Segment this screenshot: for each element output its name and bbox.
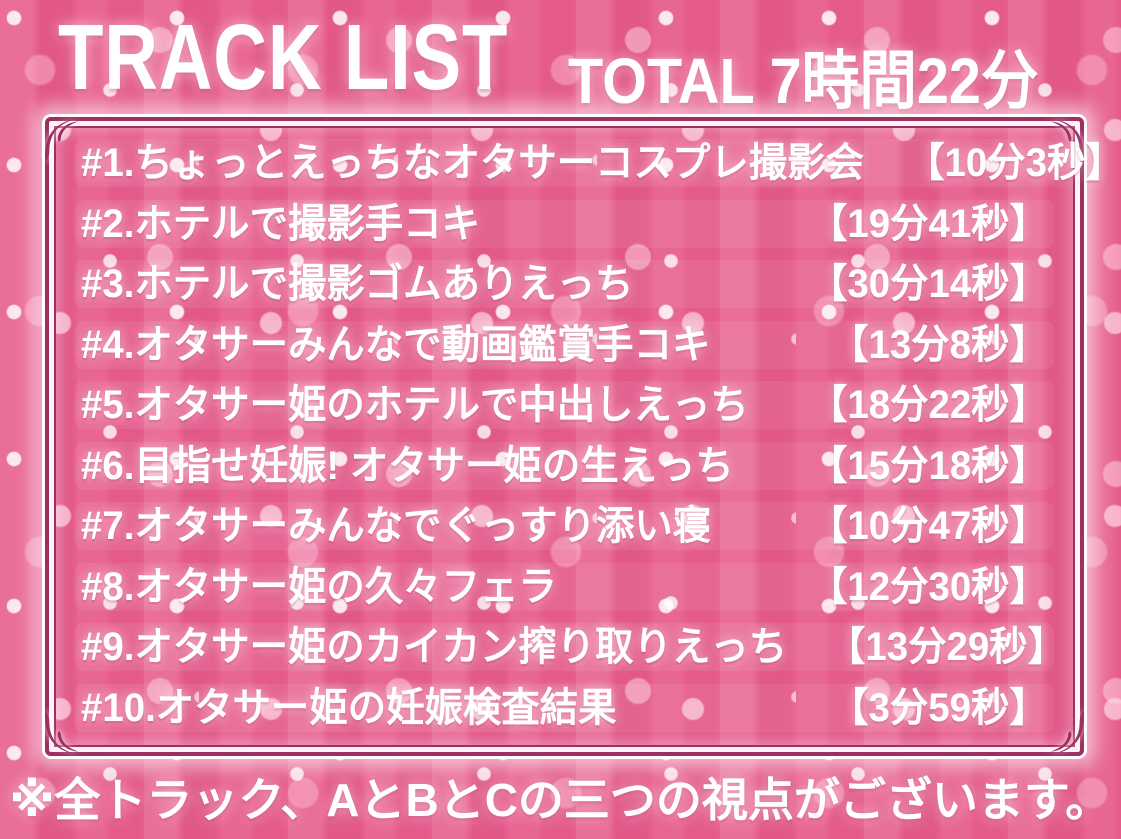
corner-flourish-icon [44, 710, 87, 756]
footer-note: ※全トラック、AとBとCの三つの視点がございます。 [9, 774, 1112, 826]
track-row: #6.目指せ妊娠! オタサー姫の生えっち 【15分18秒】 [75, 441, 1054, 490]
track-row: #9.オタサー姫のカイカン搾り取りえっち 【13分29秒】 [75, 623, 1066, 672]
track-duration: 【13分29秒】 [826, 625, 1066, 670]
track-row: #8.オタサー姫の久々フェラ 【12分30秒】 [75, 562, 1054, 611]
track-title: #5.オタサー姫のホテルで中出しえっち [81, 383, 749, 428]
track-row: #4.オタサーみんなで動画鑑賞手コキ 【13分8秒】 [75, 320, 1054, 369]
track-title: #7.オタサーみんなでぐっすり添い寝 [81, 504, 712, 549]
track-duration: 【18分22秒】 [808, 383, 1048, 428]
track-title: #1.ちょっとえっちなオタサーコスプレ撮影会 [81, 141, 864, 185]
track-title: #3.ホテルで撮影ゴムありえっち [81, 262, 634, 307]
tracklist-frame: #1.ちょっとえっちなオタサーコスプレ撮影会 【10分3秒】 #2.ホテルで撮影… [44, 117, 1121, 756]
track-title: #2.ホテルで撮影手コキ [81, 201, 480, 246]
track-row: #1.ちょっとえっちなオタサーコスプレ撮影会 【10分3秒】 [75, 139, 1121, 187]
track-row: #10.オタサー姫の妊娠検査結果 【3分59秒】 [75, 683, 1054, 732]
track-duration: 【3分59秒】 [830, 685, 1048, 730]
track-title: #6.目指せ妊娠! オタサー姫の生えっち [81, 443, 734, 488]
corner-flourish-icon [44, 117, 87, 163]
track-title: #10.オタサー姫の妊娠検査結果 [81, 685, 617, 730]
track-duration: 【15分18秒】 [808, 443, 1048, 488]
track-list: #1.ちょっとえっちなオタサーコスプレ撮影会 【10分3秒】 #2.ホテルで撮影… [75, 139, 1121, 732]
track-row: #2.ホテルで撮影手コキ 【19分41秒】 [75, 199, 1054, 248]
track-title: #4.オタサーみんなで動画鑑賞手コキ [81, 322, 711, 367]
track-title: #9.オタサー姫のカイカン搾り取りえっち [81, 625, 788, 670]
track-row: #5.オタサー姫のホテルで中出しえっち 【18分22秒】 [75, 381, 1054, 430]
track-row: #3.ホテルで撮影ゴムありえっち 【30分14秒】 [75, 260, 1054, 309]
corner-flourish-icon [1042, 117, 1085, 163]
track-duration: 【13分8秒】 [830, 322, 1048, 367]
track-title: #8.オタサー姫の久々フェラ [81, 564, 557, 609]
corner-flourish-icon [1042, 710, 1085, 756]
track-duration: 【30分14秒】 [808, 262, 1048, 307]
track-duration: 【10分47秒】 [808, 504, 1048, 549]
track-duration: 【12分30秒】 [808, 564, 1048, 609]
page-title: TRACK LIST [58, 5, 509, 109]
track-row: #7.オタサーみんなでぐっすり添い寝 【10分47秒】 [75, 502, 1054, 551]
track-duration: 【10分3秒】 [905, 141, 1121, 185]
total-duration: TOTAL 7時間22分 [568, 45, 1039, 117]
track-duration: 【19分41秒】 [808, 201, 1048, 246]
